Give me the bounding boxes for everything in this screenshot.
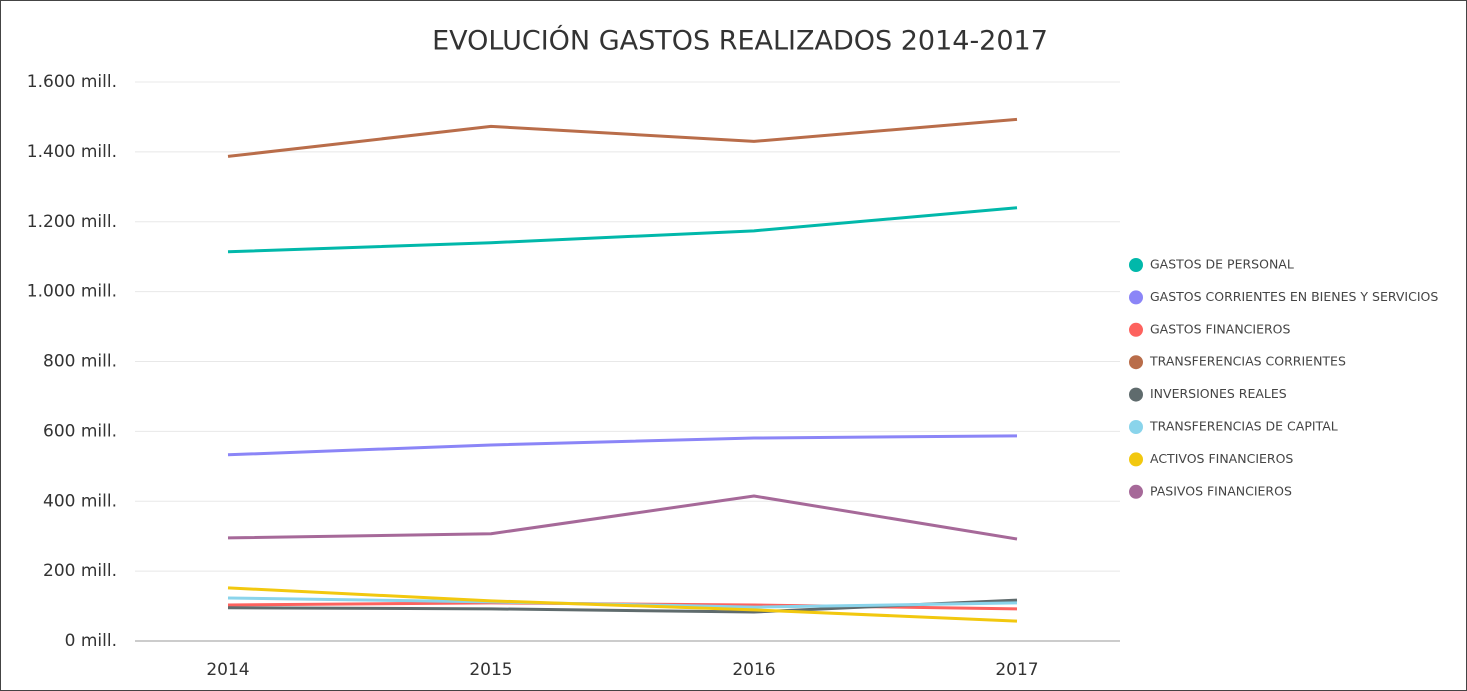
y-tick-label: 200 mill. bbox=[43, 561, 117, 581]
legend-marker bbox=[1129, 355, 1143, 370]
series-line bbox=[227, 434, 1018, 457]
legend-label: TRANSFERENCIAS CORRIENTES bbox=[1149, 354, 1346, 369]
legend-label: INVERSIONES REALES bbox=[1150, 386, 1287, 401]
y-tick-label: 400 mill. bbox=[43, 491, 117, 511]
chart-title: EVOLUCIÓN GASTOS REALIZADOS 2014-2017 bbox=[432, 25, 1048, 57]
legend-label: GASTOS DE PERSONAL bbox=[1150, 257, 1294, 272]
legend-label: TRANSFERENCIAS DE CAPITAL bbox=[1149, 419, 1338, 434]
x-tick-label: 2014 bbox=[206, 660, 249, 680]
legend-label: PASIVOS FINANCIEROS bbox=[1150, 483, 1292, 498]
series-line bbox=[227, 494, 1018, 541]
x-tick-label: 2016 bbox=[732, 660, 775, 680]
series-line bbox=[227, 206, 1018, 254]
legend-marker bbox=[1129, 387, 1143, 402]
legend-label: GASTOS CORRIENTES EN BIENES Y SERVICIOS bbox=[1150, 289, 1438, 304]
legend-marker bbox=[1129, 322, 1143, 337]
legend-marker bbox=[1129, 452, 1143, 467]
legend-marker bbox=[1129, 420, 1143, 434]
y-tick-label: 600 mill. bbox=[43, 421, 117, 441]
series-line bbox=[227, 586, 1018, 623]
legend-marker bbox=[1129, 290, 1143, 305]
legend-label: GASTOS FINANCIEROS bbox=[1150, 321, 1291, 336]
y-tick-label: 800 mill. bbox=[43, 352, 117, 372]
series-line bbox=[227, 117, 1018, 158]
y-tick-label: 1.400 mill. bbox=[27, 142, 117, 162]
y-tick-label: 1.000 mill. bbox=[27, 282, 117, 302]
legend-marker bbox=[1129, 258, 1143, 272]
x-tick-label: 2015 bbox=[469, 660, 512, 680]
legend-label: ACTIVOS FINANCIEROS bbox=[1150, 451, 1293, 466]
legend-marker bbox=[1129, 484, 1143, 499]
y-tick-label: 1.200 mill. bbox=[27, 212, 117, 232]
x-tick-label: 2017 bbox=[995, 660, 1038, 680]
y-tick-label: 0 mill. bbox=[65, 631, 117, 651]
y-tick-label: 1.600 mill. bbox=[27, 72, 117, 92]
